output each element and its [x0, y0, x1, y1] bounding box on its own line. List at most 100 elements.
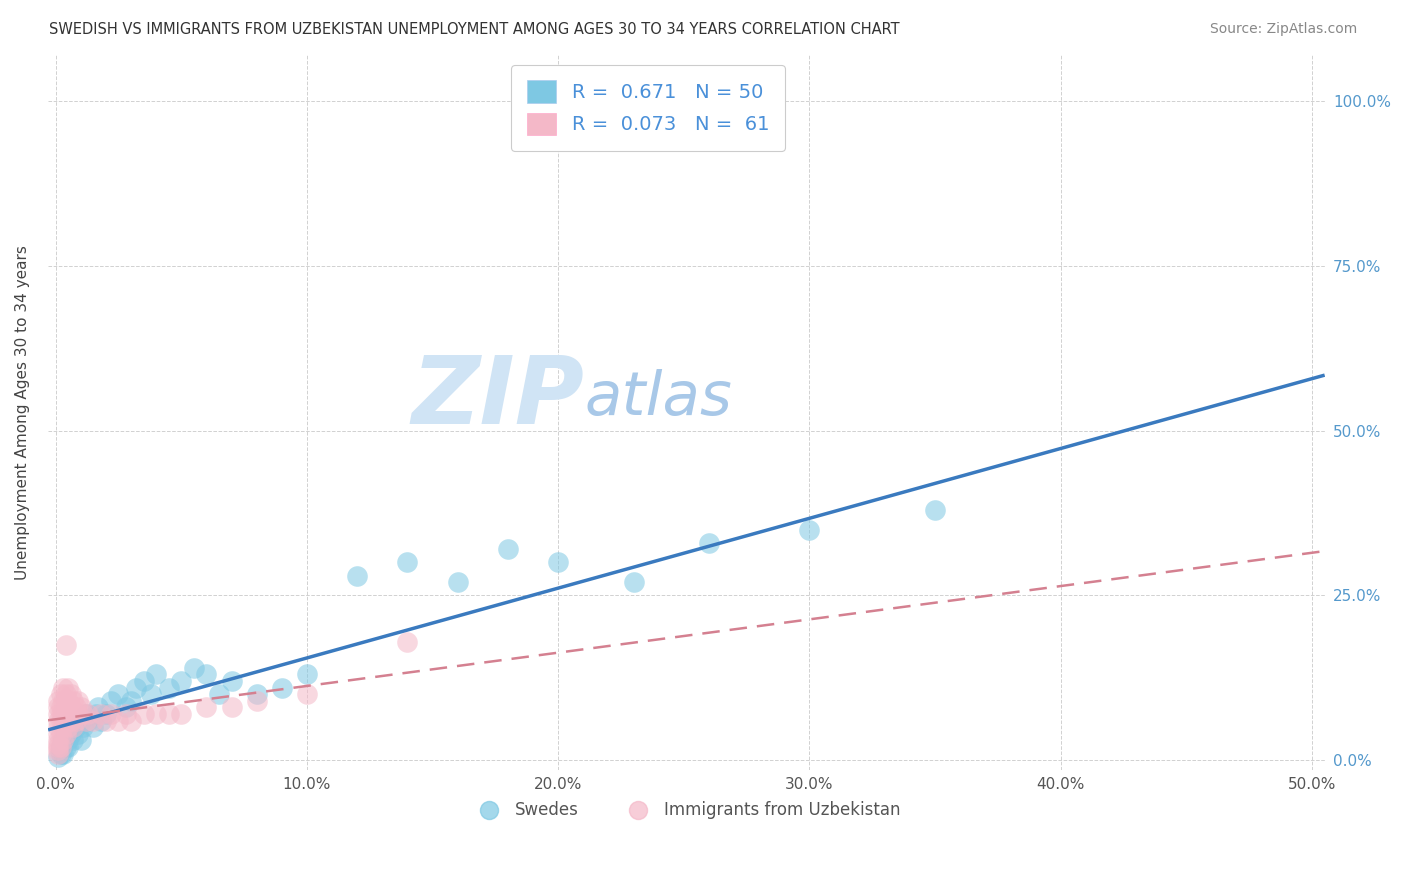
Point — [120, 694, 142, 708]
Point — [46, 737, 69, 751]
Point — [67, 727, 90, 741]
Point — [62, 694, 84, 708]
Point — [46, 733, 69, 747]
Point — [924, 502, 946, 516]
Point — [107, 687, 129, 701]
Point — [46, 700, 69, 714]
Point — [115, 706, 138, 721]
Point — [69, 714, 91, 728]
Point — [46, 714, 69, 728]
Point — [246, 694, 269, 708]
Point — [132, 706, 155, 721]
Point — [139, 687, 162, 701]
Point — [208, 687, 231, 701]
Point — [115, 700, 138, 714]
Text: Source: ZipAtlas.com: Source: ZipAtlas.com — [1209, 22, 1357, 37]
Point — [799, 523, 821, 537]
Point — [52, 733, 75, 747]
Point — [72, 706, 94, 721]
Point — [170, 674, 193, 689]
Point — [90, 706, 112, 721]
Point — [145, 706, 167, 721]
Point — [65, 720, 87, 734]
Point — [270, 681, 292, 695]
Point — [87, 700, 110, 714]
Text: SWEDISH VS IMMIGRANTS FROM UZBEKISTAN UNEMPLOYMENT AMONG AGES 30 TO 34 YEARS COR: SWEDISH VS IMMIGRANTS FROM UZBEKISTAN UN… — [49, 22, 900, 37]
Point — [697, 535, 720, 549]
Point — [107, 714, 129, 728]
Point — [59, 714, 82, 728]
Point — [145, 667, 167, 681]
Point — [77, 714, 100, 728]
Point — [49, 739, 72, 754]
Point — [69, 700, 91, 714]
Point — [46, 747, 69, 761]
Point — [55, 700, 77, 714]
Point — [46, 743, 69, 757]
Point — [59, 700, 82, 714]
Point — [46, 739, 69, 754]
Point — [69, 733, 91, 747]
Point — [396, 634, 419, 648]
Point — [120, 714, 142, 728]
Point — [59, 727, 82, 741]
Point — [55, 727, 77, 741]
Point — [49, 727, 72, 741]
Point — [623, 575, 645, 590]
Point — [56, 694, 79, 708]
Point — [447, 575, 470, 590]
Point — [55, 687, 77, 701]
Point — [52, 733, 75, 747]
Point — [94, 714, 117, 728]
Point — [547, 556, 569, 570]
Point — [52, 720, 75, 734]
Point — [59, 687, 82, 701]
Point — [52, 706, 75, 721]
Point — [125, 681, 148, 695]
Point — [94, 706, 117, 721]
Point — [157, 706, 180, 721]
Point — [55, 739, 77, 754]
Point — [55, 714, 77, 728]
Point — [82, 714, 104, 728]
Point — [100, 706, 122, 721]
Point — [75, 706, 97, 721]
Point — [46, 706, 69, 721]
Point — [496, 542, 519, 557]
Point — [46, 749, 69, 764]
Point — [246, 687, 269, 701]
Point — [100, 694, 122, 708]
Point — [49, 714, 72, 728]
Point — [90, 714, 112, 728]
Text: ZIP: ZIP — [412, 352, 585, 444]
Text: atlas: atlas — [585, 368, 733, 428]
Point — [195, 700, 218, 714]
Point — [52, 694, 75, 708]
Point — [221, 700, 243, 714]
Point — [46, 720, 69, 734]
Point — [295, 667, 318, 681]
Legend: Swedes, Immigrants from Uzbekistan: Swedes, Immigrants from Uzbekistan — [465, 795, 907, 826]
Y-axis label: Unemployment Among Ages 30 to 34 years: Unemployment Among Ages 30 to 34 years — [15, 245, 30, 580]
Point — [157, 681, 180, 695]
Point — [183, 661, 205, 675]
Point — [82, 720, 104, 734]
Point — [56, 733, 79, 747]
Point — [49, 700, 72, 714]
Point — [56, 739, 79, 754]
Point — [56, 706, 79, 721]
Point — [77, 706, 100, 721]
Point — [170, 706, 193, 721]
Point — [62, 706, 84, 721]
Point — [396, 556, 419, 570]
Point — [195, 667, 218, 681]
Point — [46, 727, 69, 741]
Point — [84, 706, 107, 721]
Point — [56, 681, 79, 695]
Point — [52, 747, 75, 761]
Point — [221, 674, 243, 689]
Point — [72, 720, 94, 734]
Point — [62, 720, 84, 734]
Point — [75, 714, 97, 728]
Point — [62, 733, 84, 747]
